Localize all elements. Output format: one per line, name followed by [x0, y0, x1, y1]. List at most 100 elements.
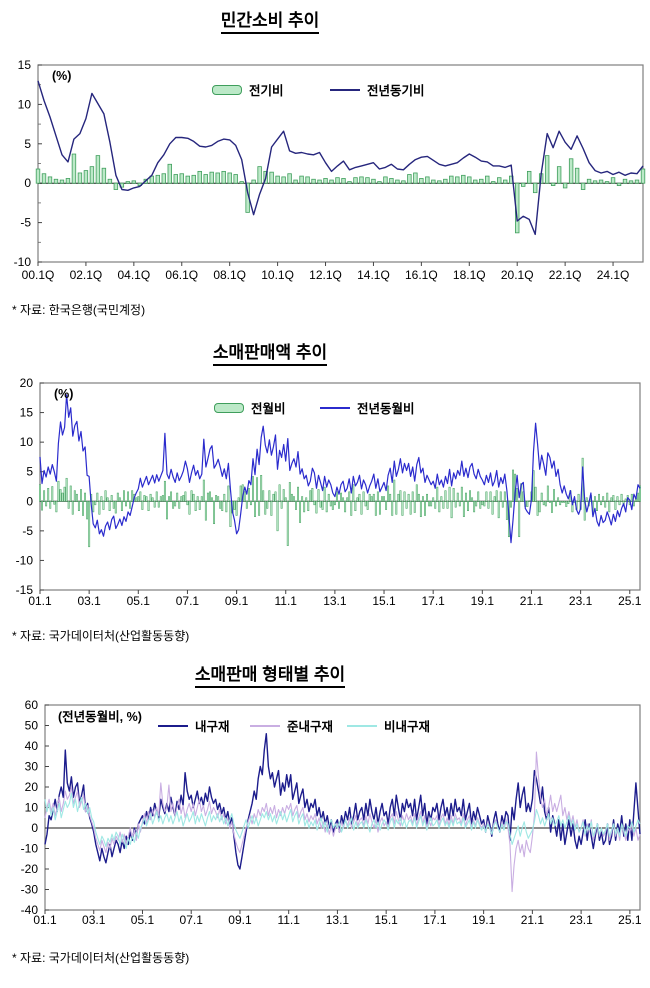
bar-전월비 [499, 491, 502, 502]
bar-전기비 [107, 178, 113, 184]
bar-전월비 [329, 501, 332, 507]
bar-전월비 [637, 492, 639, 502]
bar-전월비 [489, 491, 492, 502]
bar-전기비 [449, 175, 454, 184]
bar-전월비 [247, 488, 250, 502]
bar-전기비 [383, 176, 388, 184]
y-tick-label: 50 [25, 719, 39, 733]
chart2-legend-item-yoy: 전년동월비 [320, 398, 415, 417]
y-tick-label: 10 [18, 97, 32, 111]
x-tick-label: 05.1 [127, 594, 151, 608]
bar-전월비 [204, 501, 207, 521]
bar-전월비 [512, 469, 514, 502]
x-tick-label: 20.1Q [501, 268, 534, 282]
bar-전월비 [282, 489, 285, 502]
bar-전기비 [341, 178, 346, 184]
x-tick-label: 07.1 [180, 913, 204, 927]
bar-전기비 [532, 182, 538, 194]
chart2-source: * 자료: 국가데이터처(산업활동동향) [12, 629, 190, 643]
bar-전기비 [185, 175, 190, 184]
bar-전월비 [381, 496, 383, 502]
bar-전월비 [51, 486, 54, 502]
x-tick-label: 12.1Q [309, 268, 342, 282]
bar-전월비 [151, 497, 154, 502]
bar-전월비 [551, 501, 553, 513]
bar-전월비 [407, 493, 410, 502]
bar-전기비 [610, 177, 616, 184]
x-tick-label: 10.1Q [261, 268, 294, 282]
bar-전월비 [292, 496, 295, 502]
legend-label: 전년동월비 [357, 402, 415, 416]
bar-전월비 [411, 491, 414, 502]
bar-전월비 [600, 501, 603, 506]
bar-전월비 [100, 496, 103, 502]
bar-전월비 [342, 497, 345, 502]
bar-전월비 [229, 501, 232, 527]
bar-전기비 [101, 167, 107, 184]
bar-전월비 [245, 501, 248, 509]
bar-전월비 [49, 501, 52, 509]
bar-전월비 [366, 501, 369, 510]
bar-전월비 [338, 501, 340, 509]
bar-전월비 [174, 501, 177, 507]
bar-전월비 [118, 497, 121, 502]
bar-전기비 [329, 179, 334, 184]
chart1-source: * 자료: 한국은행(국민계정) [12, 303, 146, 317]
bar-전월비 [624, 498, 627, 502]
bar-전월비 [528, 500, 531, 502]
bar-전기비 [269, 171, 274, 184]
bar-전월비 [80, 489, 82, 502]
bar-전월비 [479, 501, 482, 509]
chart1-title-text: 민간소비 추이 [220, 11, 320, 34]
bar-전기비 [203, 174, 208, 184]
bar-전월비 [444, 490, 447, 502]
bar-전월비 [469, 490, 471, 502]
bar-전기비 [377, 181, 382, 184]
y-tick-label: 15 [18, 58, 32, 72]
bar-전월비 [145, 496, 148, 502]
bar-전월비 [450, 501, 453, 519]
bar-전월비 [616, 496, 619, 502]
bar-전월비 [434, 501, 437, 509]
bar-전기비 [95, 155, 101, 184]
y-tick-label: -15 [16, 583, 34, 597]
bar-전월비 [96, 492, 99, 502]
x-tick-label: 06.1Q [165, 268, 198, 282]
bar-전월비 [321, 501, 324, 510]
x-tick-label: 03.1 [82, 913, 106, 927]
bar-전월비 [397, 493, 400, 502]
bar-전월비 [104, 490, 107, 502]
bar-전월비 [260, 475, 263, 502]
bar-전기비 [41, 173, 47, 184]
chart3-unit-label: (전년동월비, %) [58, 710, 142, 724]
bar-전월비 [421, 496, 424, 502]
bar-전기비 [634, 179, 640, 184]
x-tick-label: 13.1 [326, 913, 350, 927]
x-tick-label: 08.1Q [213, 268, 246, 282]
bar-전월비 [333, 501, 336, 506]
bar-전월비 [491, 501, 494, 515]
bar-전월비 [127, 491, 129, 502]
chart3-legend-item-nondurables: 비내구재 [347, 716, 430, 735]
bar-전월비 [544, 501, 547, 507]
bar-전월비 [163, 480, 166, 502]
bar-전월비 [116, 492, 119, 502]
bar-전월비 [198, 501, 201, 510]
bar-전월비 [467, 501, 469, 511]
bar-전기비 [467, 176, 472, 184]
bar-전월비 [98, 501, 101, 515]
bar-전기비 [83, 170, 89, 184]
x-tick-label: 21.1 [521, 913, 545, 927]
bar-전월비 [137, 496, 140, 502]
bar-전월비 [223, 493, 226, 502]
bar-전월비 [94, 501, 97, 506]
y-tick-label: 5 [26, 465, 33, 479]
x-tick-label: 01.1 [33, 913, 57, 927]
bar-전기비 [221, 170, 226, 184]
legend-label: 전년동기비 [367, 84, 425, 98]
bar-전월비 [200, 496, 203, 502]
bar-전월비 [602, 496, 605, 502]
bar-전월비 [307, 501, 310, 511]
bar-전기비 [521, 182, 526, 187]
bar-전기비 [371, 178, 376, 184]
